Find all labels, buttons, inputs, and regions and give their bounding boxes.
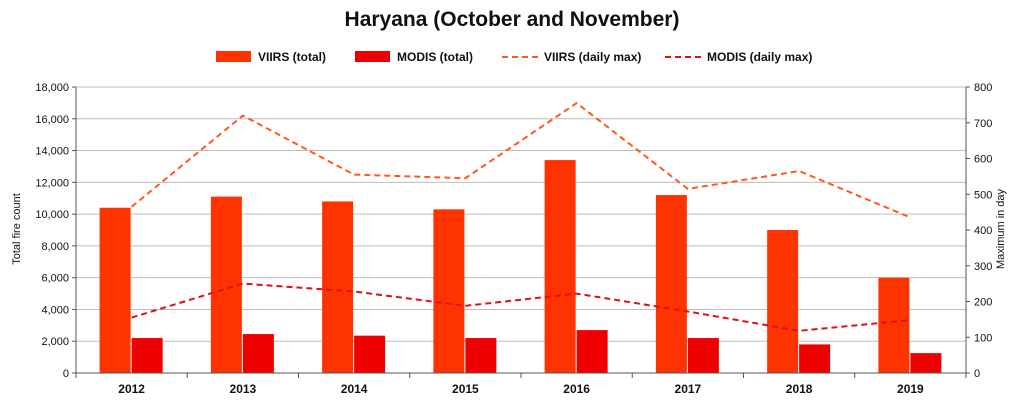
y2-axis-label: Maximum in day: [995, 188, 1007, 269]
bar-viirs-total: [878, 277, 910, 373]
bar-viirs-total: [99, 207, 131, 373]
y2-tick-label: 500: [974, 189, 992, 201]
y-tick-label: 14,000: [35, 146, 69, 158]
y-tick-label: 18,000: [35, 82, 69, 94]
bar-modis-total: [799, 344, 831, 373]
x-tick-label: 2017: [675, 382, 702, 396]
x-tick-label: 2016: [563, 382, 590, 396]
y-axis-label: Total fire count: [11, 193, 23, 265]
bar-modis-total: [687, 338, 719, 373]
y-tick-label: 10,000: [35, 209, 69, 221]
y-tick-label: 2,000: [41, 336, 69, 348]
bar-modis-total: [465, 338, 497, 373]
legend-label: MODIS (daily max): [707, 50, 812, 64]
legend: VIIRS (total) MODIS (total) VIIRS (daily m…: [216, 50, 812, 64]
axes: 0 2,000 4,000 6,000 8,000 10,000 12,000 14,000 1…: [35, 82, 992, 396]
bar-viirs-total: [655, 195, 687, 373]
line-viirs-daily-max: [130, 101, 911, 219]
bar-viirs-total: [544, 160, 576, 373]
bar-modis-total: [131, 338, 163, 373]
bar-series: [99, 160, 942, 373]
bar-viirs-total: [433, 209, 465, 373]
gridlines: [76, 86, 966, 342]
y2-tick-label: 600: [974, 154, 992, 166]
legend-swatch: [216, 51, 251, 62]
legend-label: VIIRS (daily max): [544, 50, 641, 64]
x-tick-label: 2014: [341, 382, 368, 396]
y2-tick-label: 700: [974, 118, 992, 130]
x-tick-label: 2015: [452, 382, 479, 396]
legend-label: VIIRS (total): [258, 50, 326, 64]
y-tick-label: 6,000: [41, 273, 69, 285]
line-modis-daily-max: [131, 282, 911, 332]
legend-swatch: [355, 51, 390, 62]
x-tick-label: 2012: [118, 382, 145, 396]
bar-viirs-total: [322, 201, 354, 373]
y-tick-label: 8,000: [41, 241, 69, 253]
bar-modis-total: [242, 334, 274, 373]
x-tick-label: 2018: [786, 382, 813, 396]
x-tick-label: 2013: [230, 382, 257, 396]
y2-tick-label: 300: [974, 261, 992, 273]
bar-modis-total: [354, 335, 386, 373]
bar-viirs-total: [767, 230, 799, 373]
legend-label: MODIS (total): [397, 50, 473, 64]
y-tick-label: 16,000: [35, 114, 69, 126]
y2-tick-label: 100: [974, 332, 992, 344]
chart-title: Haryana (October and November): [345, 8, 680, 31]
line-series: [130, 101, 911, 332]
x-tick-label: 2019: [897, 382, 924, 396]
y2-tick-label: 400: [974, 225, 992, 237]
y2-tick-label: 800: [974, 82, 992, 94]
y-tick-label: 4,000: [41, 304, 69, 316]
y-tick-label: 12,000: [35, 177, 69, 189]
y-tick-label: 0: [63, 368, 69, 380]
y2-tick-label: 0: [974, 368, 980, 380]
bar-modis-total: [576, 330, 608, 373]
y2-tick-label: 200: [974, 297, 992, 309]
bar-modis-total: [910, 353, 942, 373]
